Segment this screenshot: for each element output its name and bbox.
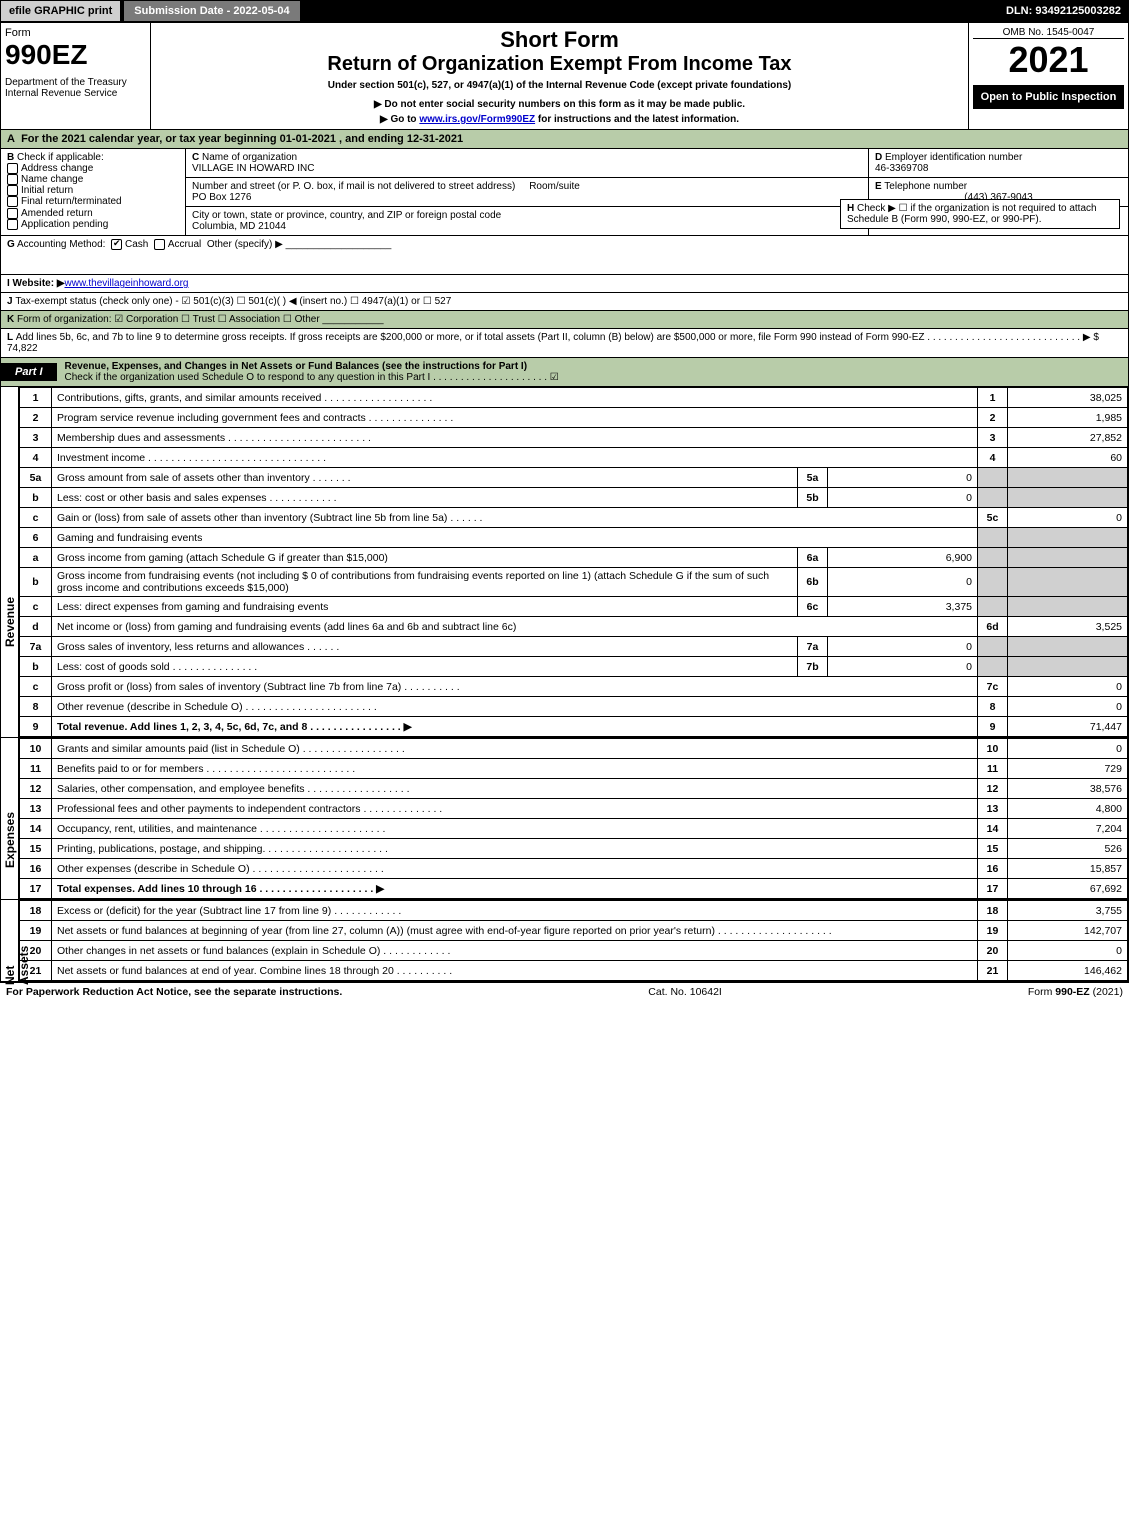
chk-pending[interactable]: Application pending (21, 219, 108, 230)
irs-link[interactable]: www.irs.gov/Form990EZ (419, 114, 535, 125)
org-name: VILLAGE IN HOWARD INC (192, 163, 314, 174)
dln: DLN: 93492125003282 (998, 1, 1129, 21)
chk-amended[interactable]: Amended return (21, 208, 93, 219)
chk-address[interactable]: Address change (21, 163, 93, 174)
section-k: K Form of organization: ☑ Corporation ☐ … (1, 311, 1128, 329)
section-i: I Website: ▶www.thevillageinhoward.org (1, 275, 1128, 293)
section-a: A For the 2021 calendar year, or tax yea… (1, 130, 1128, 149)
section-g: G Accounting Method: Cash Accrual Other … (1, 236, 1128, 275)
section-l: L Add lines 5b, 6c, and 7b to line 9 to … (1, 329, 1128, 358)
omb: OMB No. 1545-0047 (973, 27, 1124, 39)
form-number: 990EZ (5, 39, 146, 71)
title-short-form: Short Form (155, 27, 964, 53)
chk-final[interactable]: Final return/terminated (21, 197, 122, 208)
dept-treasury: Department of the Treasury (5, 77, 146, 88)
revenue-tab: Revenue (3, 597, 17, 647)
form-title-block: Short Form Return of Organization Exempt… (151, 23, 968, 129)
title-return: Return of Organization Exempt From Incom… (155, 53, 964, 76)
efile-print-button[interactable]: efile GRAPHIC print (0, 0, 121, 22)
section-j: J Tax-exempt status (check only one) - ☑… (1, 293, 1128, 311)
top-header: efile GRAPHIC print Submission Date - 20… (0, 0, 1129, 22)
chk-initial[interactable]: Initial return (21, 185, 73, 196)
open-public-badge: Open to Public Inspection (973, 85, 1124, 109)
footer-right: Form 990-EZ (2021) (1028, 986, 1123, 998)
tax-year: 2021 (973, 39, 1124, 81)
part1-header: Part I Revenue, Expenses, and Changes in… (1, 358, 1128, 387)
chk-name[interactable]: Name change (21, 174, 83, 185)
form-body: Form 990EZ Department of the Treasury In… (0, 22, 1129, 983)
section-c-city: City or town, state or province, country… (186, 207, 868, 235)
year-block: OMB No. 1545-0047 2021 Open to Public In… (968, 23, 1128, 129)
note-url: ▶ Go to www.irs.gov/Form990EZ for instru… (155, 114, 964, 125)
street: PO Box 1276 (192, 192, 251, 203)
website-link[interactable]: www.thevillageinhoward.org (65, 278, 189, 289)
section-b: B Check if applicable: Address change Na… (1, 149, 186, 235)
section-c-street: Number and street (or P. O. box, if mail… (186, 178, 868, 206)
note-ssn: ▶ Do not enter social security numbers o… (155, 99, 964, 110)
revenue-table: 1Contributions, gifts, grants, and simil… (19, 387, 1128, 737)
section-d: D Employer identification number 46-3369… (868, 149, 1128, 177)
form-id-block: Form 990EZ Department of the Treasury In… (1, 23, 151, 129)
footer-left: For Paperwork Reduction Act Notice, see … (6, 986, 342, 998)
submission-date: Submission Date - 2022-05-04 (123, 0, 300, 22)
footer: For Paperwork Reduction Act Notice, see … (0, 983, 1129, 1001)
expenses-tab: Expenses (3, 812, 17, 868)
netassets-table: 18Excess or (deficit) for the year (Subt… (19, 900, 1128, 981)
footer-mid: Cat. No. 10642I (648, 986, 722, 998)
part1-tag: Part I (1, 363, 57, 381)
section-h: H Check ▶ ☐ if the organization is not r… (840, 199, 1120, 229)
ein: 46-3369708 (875, 163, 928, 174)
netassets-tab: Net Assets (3, 946, 31, 985)
section-c-name: C Name of organization VILLAGE IN HOWARD… (186, 149, 868, 177)
city: Columbia, MD 21044 (192, 221, 286, 232)
expenses-table: 10Grants and similar amounts paid (list … (19, 738, 1128, 899)
irs-label: Internal Revenue Service (5, 88, 146, 99)
subtitle: Under section 501(c), 527, or 4947(a)(1)… (155, 80, 964, 91)
form-label: Form (5, 27, 146, 39)
